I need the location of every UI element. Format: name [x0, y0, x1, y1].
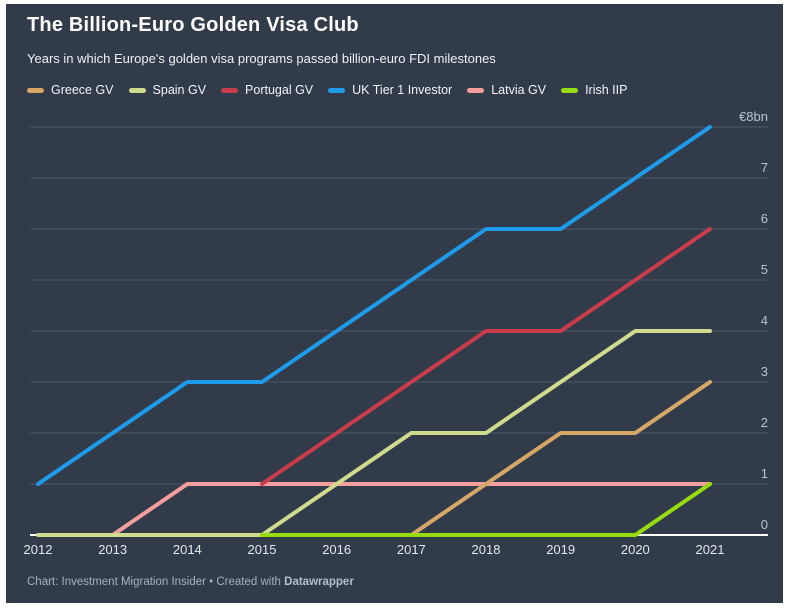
x-tick-label-2017: 2017 [397, 542, 426, 557]
footer-brand: Datawrapper [284, 576, 354, 588]
chart-subtitle: Years in which Europe's golden visa prog… [27, 51, 496, 66]
y-tick-label-3: 3 [761, 364, 768, 379]
legend-item-latvia-gv: Latvia GV [467, 83, 546, 97]
y-tick-label-4: 4 [761, 313, 768, 328]
chart-title: The Billion-Euro Golden Visa Club [27, 14, 359, 36]
series-line-spain-gv [36, 329, 712, 537]
chart-card: The Billion-Euro Golden Visa Club Years … [6, 4, 783, 603]
legend-item-spain-gv: Spain GV [128, 83, 207, 97]
line-chart-svg: 0 1 2 3 4 5 6 7 €8bn 2012 2013 2014 2015 2016 2017 2018… [24, 109, 768, 557]
legend-swatch-icon [561, 87, 579, 93]
x-tick-label-2020: 2020 [621, 542, 650, 557]
y-tick-label-2: 2 [761, 415, 768, 430]
legend-swatch-icon [328, 87, 346, 93]
chart-header: The Billion-Euro Golden Visa Club Years … [6, 4, 783, 66]
legend-label: Portugal GV [245, 83, 314, 97]
x-tick-label-2018: 2018 [472, 542, 501, 557]
x-tick-label-2021: 2021 [696, 542, 725, 557]
legend-label: Irish IIP [585, 83, 628, 97]
x-tick-label-2012: 2012 [24, 542, 53, 557]
legend-item-portugal-gv: Portugal GV [221, 83, 313, 97]
chart-footer: Chart: Investment Migration Insider • Cr… [27, 576, 354, 588]
y-tick-label-7: 7 [761, 160, 768, 175]
legend-label: Latvia GV [491, 83, 547, 97]
series-line-uk-tier-1-investor [36, 125, 712, 486]
footer-credit: Chart: Investment Migration Insider • Cr… [27, 576, 285, 588]
legend-item-uk-tier-1-investor: UK Tier 1 Investor [328, 83, 452, 97]
legend-swatch-icon [467, 87, 485, 93]
legend-swatch-icon [128, 87, 146, 93]
x-tick-label-2015: 2015 [248, 542, 277, 557]
legend-label: Spain GV [152, 83, 207, 97]
plot-area: 0 1 2 3 4 5 6 7 €8bn 2012 2013 2014 2015 2016 2017 2018… [6, 100, 783, 562]
legend-swatch-icon [221, 87, 239, 93]
x-tick-label-2014: 2014 [173, 542, 202, 557]
chart-legend: Greece GV Spain GV Portugal GV UK Tier 1 In… [6, 83, 783, 97]
legend-item-irish-iip: Irish IIP [561, 83, 627, 97]
legend-swatch-icon [27, 87, 44, 93]
x-tick-label-2016: 2016 [322, 542, 351, 557]
x-tick-label-2019: 2019 [546, 542, 575, 557]
series-line-irish-iip [260, 482, 712, 537]
x-tick-label-2013: 2013 [98, 542, 127, 557]
legend-label: Greece GV [51, 83, 114, 97]
y-tick-label-1: 1 [761, 466, 768, 481]
series-line-portugal-gv [260, 227, 712, 486]
series-line-latvia-gv [110, 482, 712, 537]
y-tick-label-6: 6 [761, 211, 768, 226]
y-tick-label-8: €8bn [739, 109, 768, 124]
series-line-greece-gv [409, 380, 712, 537]
legend-item-greece-gv: Greece GV [27, 83, 114, 97]
legend-label: UK Tier 1 Investor [352, 83, 453, 97]
y-tick-label-0: 0 [761, 517, 768, 532]
y-tick-label-5: 5 [761, 262, 768, 277]
